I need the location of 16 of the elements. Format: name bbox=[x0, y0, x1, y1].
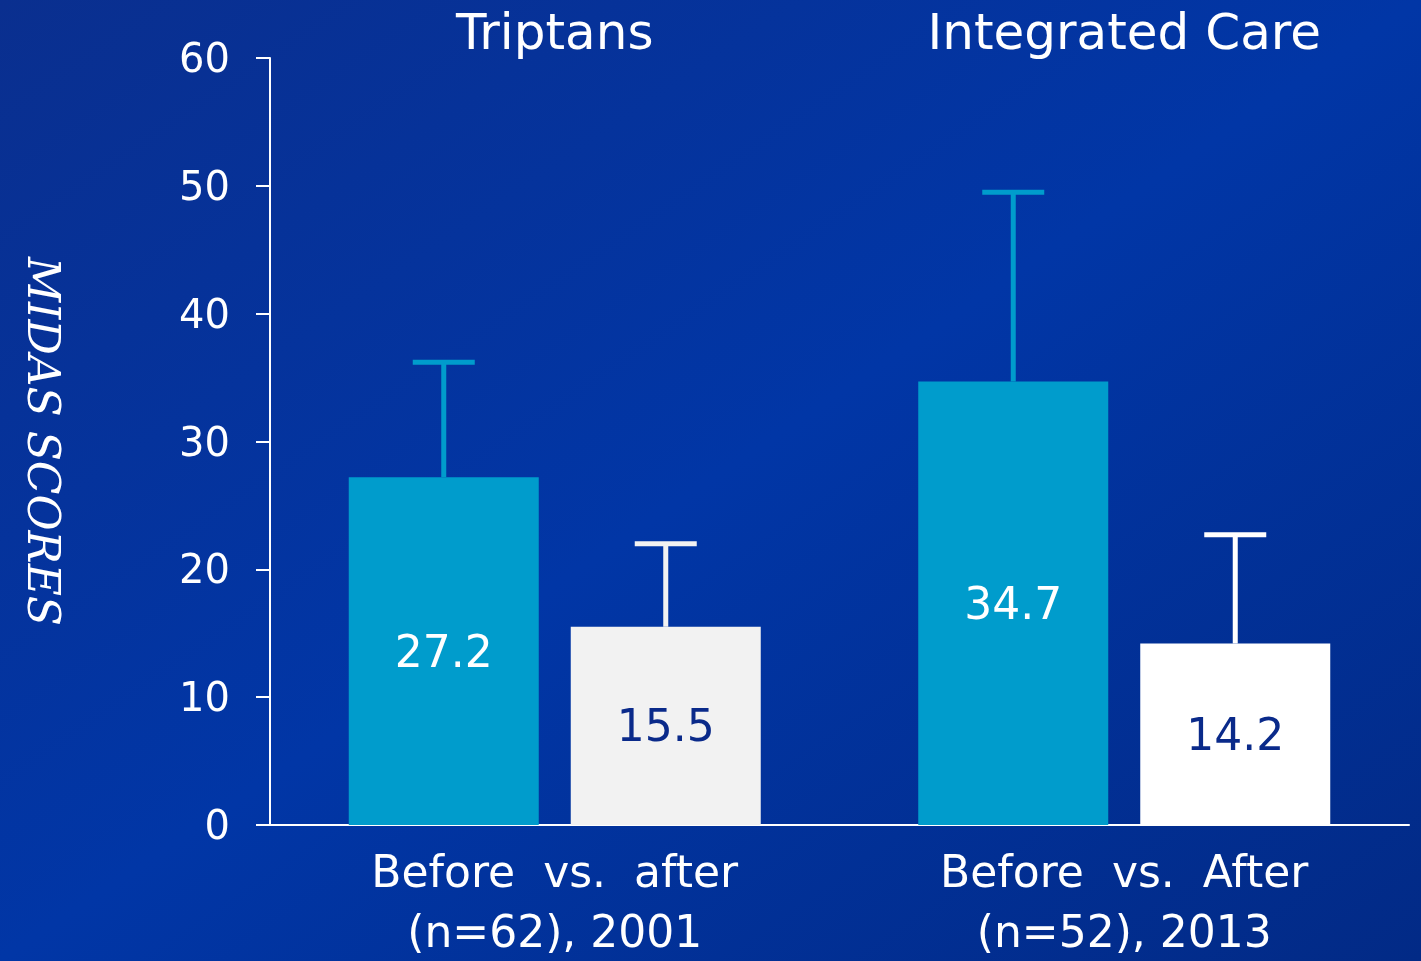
data-label: 27.2 bbox=[394, 625, 493, 677]
y-tick-label: 40 bbox=[179, 290, 230, 337]
annotation: Triptans bbox=[455, 3, 654, 61]
y-tick-label: 20 bbox=[179, 546, 230, 593]
annotation: Integrated Care bbox=[927, 3, 1322, 61]
data-label: 34.7 bbox=[964, 577, 1063, 629]
y-tick-label: 30 bbox=[179, 418, 230, 465]
data-label: 15.5 bbox=[616, 700, 715, 752]
y-tick-label: 60 bbox=[179, 35, 230, 81]
y-tick-label: 10 bbox=[179, 674, 230, 721]
y-tick-label: 50 bbox=[179, 162, 230, 209]
y-axis-title: MIDAS SCORES bbox=[17, 256, 69, 626]
y-tick-label: 0 bbox=[204, 802, 230, 848]
x-tick-label: Before vs. after (n=62), 2001 bbox=[371, 845, 740, 957]
x-tick-label: Before vs. After (n=52), 2013 bbox=[940, 845, 1310, 957]
data-label: 14.2 bbox=[1186, 708, 1285, 760]
